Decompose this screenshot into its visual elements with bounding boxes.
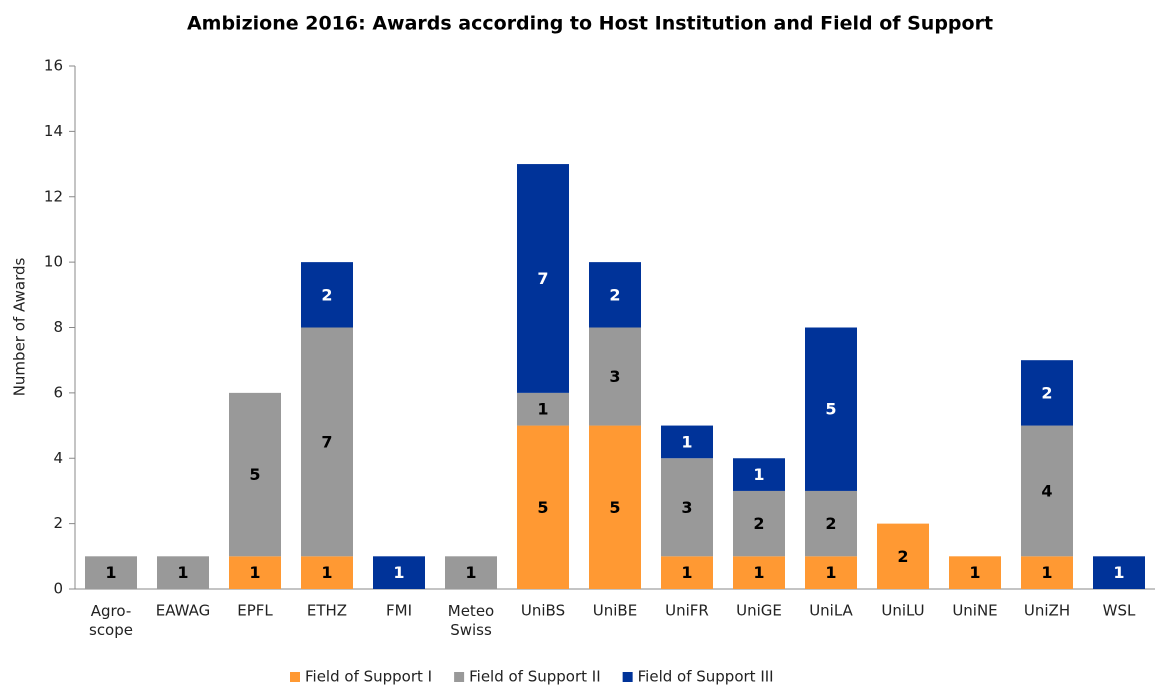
legend-swatch [622,672,633,682]
value-label: 2 [1041,383,1052,402]
bar-segment [805,556,857,589]
x-tick-label: UniBE [593,602,637,620]
legend-label: Field of Support I [305,668,432,686]
x-tick-label: UniLA [809,602,853,620]
value-label: 1 [1041,563,1052,582]
value-label: 1 [753,465,764,484]
bar-segment [805,327,857,491]
bar-segment [1021,360,1073,426]
bar-segment [301,556,353,589]
value-label: 1 [825,563,836,582]
value-label: 1 [1113,563,1124,582]
value-label: 1 [105,563,116,582]
legend-swatch [454,672,465,682]
legend-label: Field of Support III [638,668,774,686]
y-tick-label: 6 [53,383,63,401]
value-label: 7 [537,269,548,288]
bar-segment [661,556,713,589]
bar-segment [589,327,641,426]
y-axis-label: Number of Awards [11,258,29,397]
value-label: 3 [609,367,620,386]
bar-segment [733,490,785,557]
value-label: 1 [681,563,692,582]
bar-segment [661,458,713,557]
x-tick-label: Meteo Swiss [448,602,494,639]
value-label: 2 [897,547,908,566]
bar-segment [733,458,785,491]
x-tick-label: UniNE [952,602,997,620]
value-label: 7 [321,432,332,451]
bar-segment [805,490,857,557]
bar-segment [373,556,425,589]
bar-segment [589,262,641,328]
value-label: 1 [393,563,404,582]
value-label: 2 [609,285,620,304]
bar-segment [589,425,641,589]
value-label: 1 [249,563,260,582]
x-tick-label: UniGE [736,602,782,620]
bar-segment [445,556,497,589]
x-tick-label: Agro-scope [89,602,133,639]
bar-segment [301,327,353,557]
value-label: 1 [681,432,692,451]
y-tick-label: 4 [53,449,63,467]
y-tick-label: 16 [44,57,63,75]
bar-segment [877,523,929,589]
chart-title: Ambizione 2016: Awards according to Host… [187,13,993,35]
bar-segment [517,425,569,589]
bar-segment [517,164,569,393]
bar-segment [229,392,281,557]
bar-segment [229,556,281,589]
value-label: 2 [321,285,332,304]
bar-segment [85,556,137,589]
x-tick-label: UniFR [665,602,709,620]
value-label: 2 [825,514,836,533]
value-label: 5 [825,400,836,419]
value-label: 1 [465,563,476,582]
x-tick-label: ETHZ [307,602,347,620]
bar-segment [733,556,785,589]
bar-segment [1093,556,1145,589]
bar-segment [157,556,209,589]
value-label: 3 [681,498,692,517]
y-tick-label: 0 [53,580,63,598]
bar-segment [661,425,713,459]
x-tick-label: WSL [1103,602,1136,620]
bar-segment [1021,425,1073,557]
y-tick-label: 14 [44,122,63,140]
x-tick-label: FMI [386,602,412,620]
value-label: 5 [609,498,620,517]
value-label: 5 [249,465,260,484]
value-label: 2 [753,514,764,533]
bar-segment [1021,556,1073,589]
y-tick-label: 2 [53,514,63,532]
legend-swatch [290,672,300,682]
x-tick-label: UniLU [881,602,924,620]
legend-label: Field of Support II [469,668,601,686]
y-tick-label: 12 [44,187,63,205]
value-label: 1 [321,563,332,582]
x-tick-label: UniZH [1024,602,1070,620]
value-label: 1 [969,563,980,582]
y-tick-label: 10 [44,253,63,271]
y-tick-label: 8 [53,318,63,336]
x-tick-label: UniBS [521,602,565,620]
bar-segment [301,262,353,328]
value-label: 1 [177,563,188,582]
value-label: 4 [1041,481,1052,500]
x-tick-label: EPFL [237,602,273,620]
bar-segment [949,556,1001,589]
value-label: 1 [753,563,764,582]
x-tick-label: EAWAG [156,602,211,620]
value-label: 1 [537,400,548,419]
bar-segment [517,392,569,426]
value-label: 5 [537,498,548,517]
